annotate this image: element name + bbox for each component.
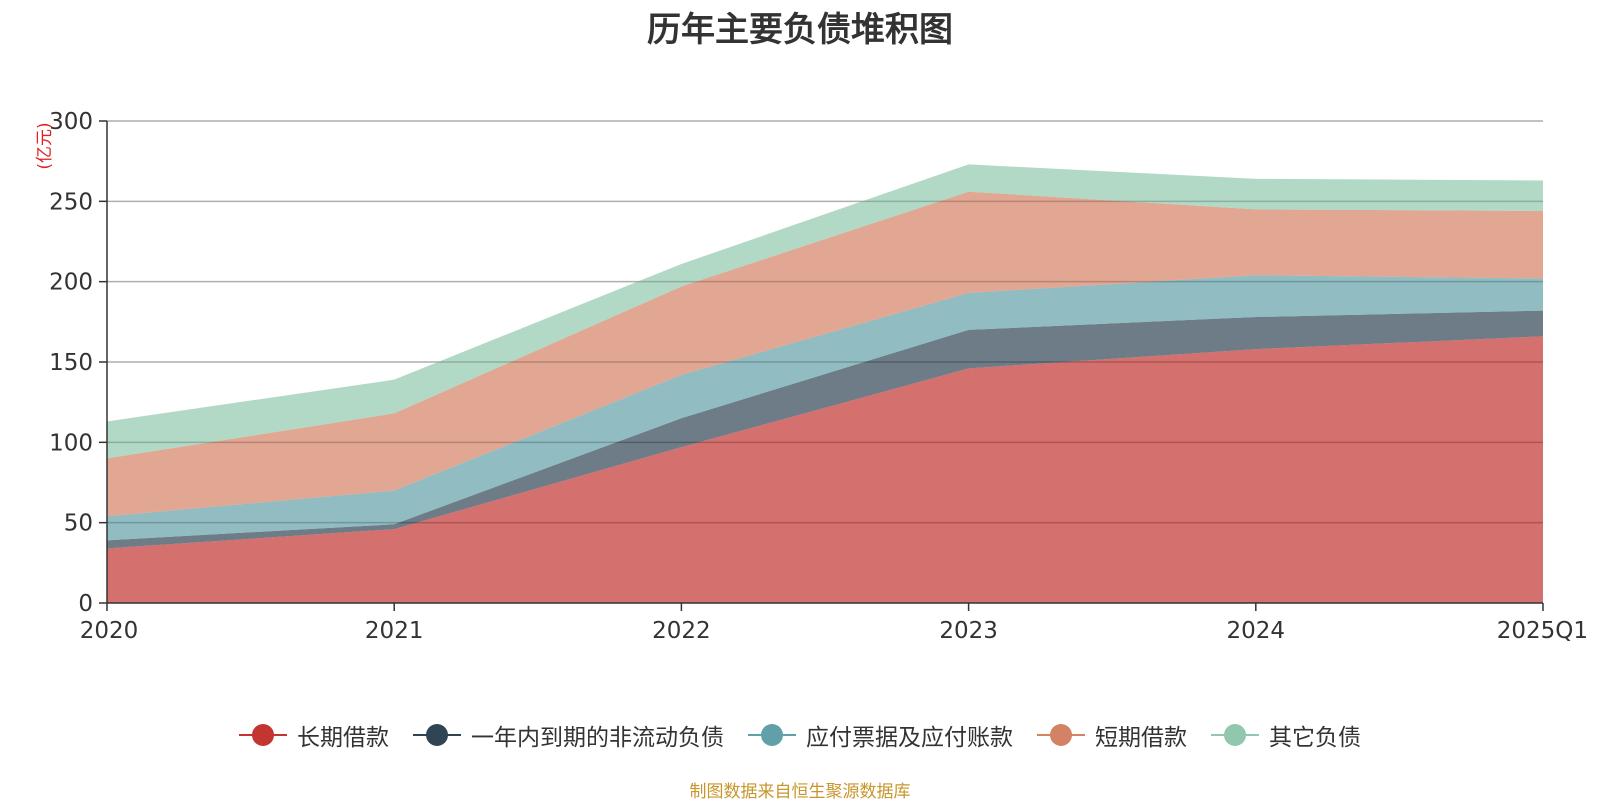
y-tick-label: 300 — [49, 109, 93, 135]
legend-label: 一年内到期的非流动负债 — [471, 725, 724, 751]
x-tick-label: 2020 — [80, 618, 139, 644]
legend-item-3[interactable]: 应付票据及应付账款 — [748, 718, 1013, 752]
legend-item-5[interactable]: 其它负债 — [1211, 718, 1361, 752]
legend-label: 应付票据及应付账款 — [806, 725, 1013, 751]
legend-marker-icon — [239, 722, 287, 748]
x-tick-label: 2025Q1 — [1497, 618, 1588, 644]
y-tick-label: 200 — [49, 270, 93, 296]
y-tick-label: 0 — [78, 591, 93, 617]
legend-marker-icon — [1037, 722, 1085, 748]
data-source-note: 制图数据来自恒生聚源数据库 — [689, 782, 911, 802]
legend-label: 短期借款 — [1095, 725, 1187, 751]
legend-item-1[interactable]: 长期借款 — [239, 718, 389, 752]
legend-label: 长期借款 — [297, 725, 389, 751]
area-layer — [107, 164, 1543, 603]
chart-legend: 长期借款 一年内到期的非流动负债 应付票据及应付账款 短期借款 其它负债 — [0, 718, 1600, 752]
legend-item-2[interactable]: 一年内到期的非流动负债 — [413, 718, 724, 752]
x-tick-label: 2023 — [939, 618, 998, 644]
x-tick-label: 2024 — [1227, 618, 1286, 644]
area-series-2 — [107, 310, 1543, 549]
stacked-area-chart: 0 50 100 150 200 250 300 2020 2021 2022 2023 2024 20… — [35, 109, 1588, 644]
legend-marker-icon — [1211, 722, 1259, 748]
axis-layer: 0 50 100 150 200 250 300 2020 2021 2022 2023 2024 20… — [49, 109, 1588, 644]
legend-marker-icon — [413, 722, 461, 748]
area-series-4 — [107, 191, 1543, 517]
area-series-3 — [107, 275, 1543, 541]
legend-marker-icon — [748, 722, 796, 748]
x-tick-label: 2022 — [652, 618, 711, 644]
area-series-5 — [107, 164, 1543, 459]
y-tick-label: 250 — [49, 189, 93, 215]
y-tick-label: 150 — [49, 350, 93, 376]
legend-item-4[interactable]: 短期借款 — [1037, 718, 1187, 752]
chart-title: 历年主要负债堆积图 — [647, 10, 953, 50]
y-tick-label: 100 — [49, 430, 93, 456]
area-series-1 — [107, 336, 1543, 603]
y-tick-label: 50 — [64, 511, 93, 537]
x-tick-label: 2021 — [365, 618, 424, 644]
legend-label: 其它负债 — [1269, 725, 1361, 751]
y-axis-unit-label: (亿元) — [35, 122, 55, 169]
